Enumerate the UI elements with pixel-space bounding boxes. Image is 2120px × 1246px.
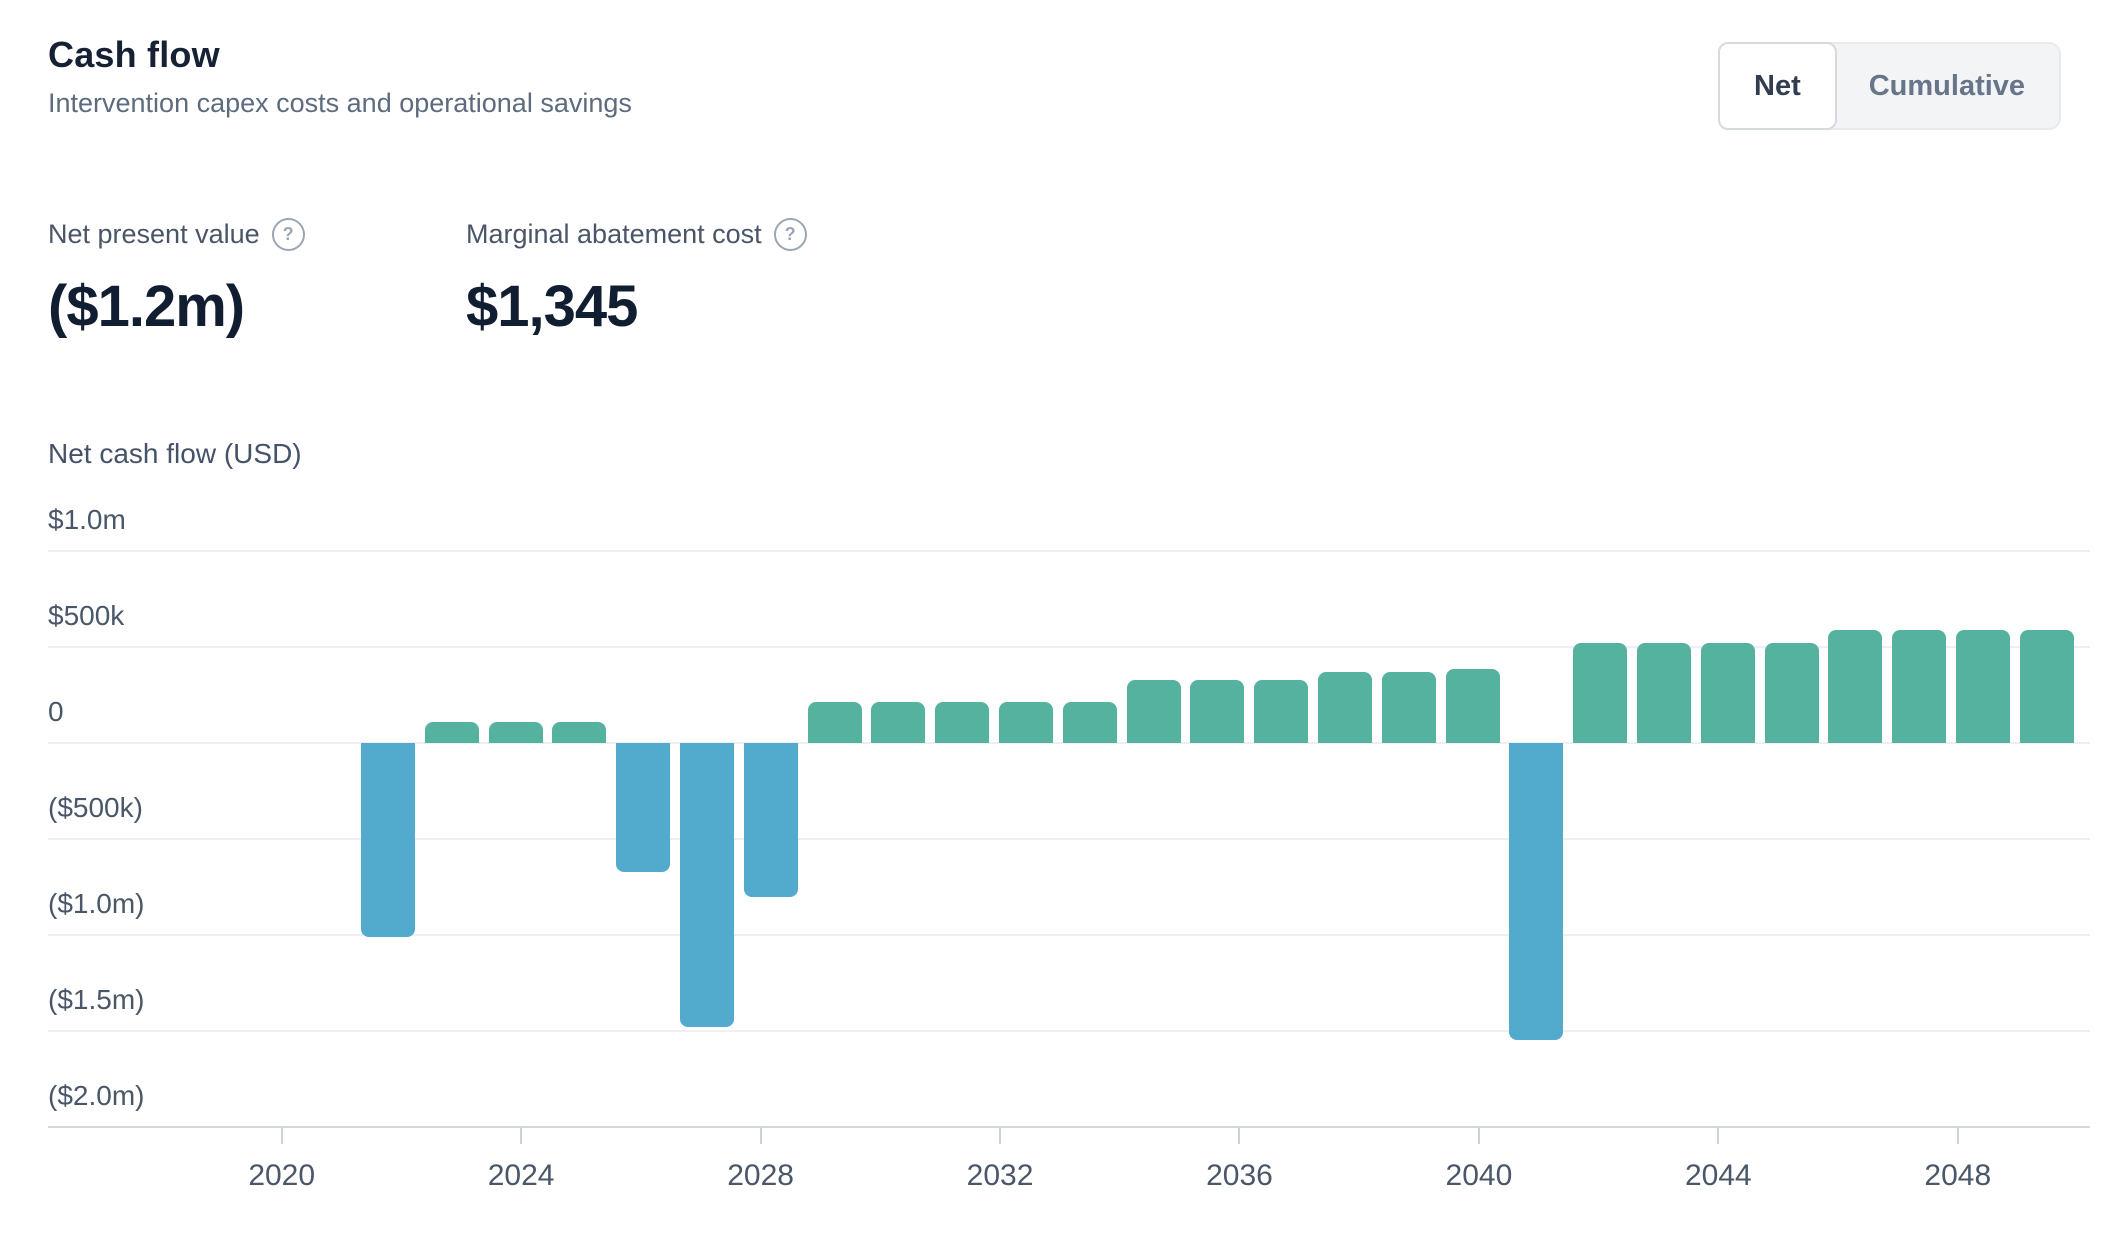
metric-net-present-value: Net present value ? ($1.2m) <box>48 218 305 340</box>
bar-2044[interactable] <box>1764 643 1819 743</box>
help-icon[interactable]: ? <box>271 218 305 251</box>
bar-2047[interactable] <box>1956 629 2010 743</box>
help-icon[interactable]: ? <box>773 218 807 251</box>
bar-2037[interactable] <box>1318 671 1372 743</box>
bar-2028[interactable] <box>743 743 798 897</box>
x-axis-label: 2040 <box>1445 1159 1513 1192</box>
gridline <box>48 646 2090 648</box>
x-axis-label: 2036 <box>1206 1159 1273 1192</box>
x-axis-label: 2048 <box>1924 1159 1992 1192</box>
metric-label-text: Marginal abatement cost <box>466 219 762 249</box>
bar-2048[interactable] <box>2019 629 2074 743</box>
x-axis-label: 2032 <box>966 1159 1034 1192</box>
y-axis-label: ($1.0m) <box>48 888 145 919</box>
gridline <box>48 550 2090 552</box>
gridline <box>48 742 2090 744</box>
y-axis-label: 0 <box>48 696 64 727</box>
y-axis-label: ($500k) <box>48 792 143 823</box>
bar-2045[interactable] <box>1828 629 1883 743</box>
metric-label: Marginal abatement cost ? <box>466 218 807 251</box>
bar-2040[interactable] <box>1509 743 1564 1040</box>
bar-2038[interactable] <box>1381 671 1436 743</box>
bar-2043[interactable] <box>1700 643 1755 743</box>
net-cumulative-toggle: Net Cumulative <box>1718 42 2062 130</box>
bar-2036[interactable] <box>1254 679 1309 743</box>
bar-2042[interactable] <box>1637 643 1691 743</box>
x-axis-tick <box>280 1127 283 1144</box>
chart-y-axis-title: Net cash flow (USD) <box>48 438 302 469</box>
metric-value: $1,345 <box>466 274 638 339</box>
page-subtitle: Intervention capex costs and operational… <box>48 88 632 118</box>
metric-marginal-abatement-cost: Marginal abatement cost ? $1,345 <box>466 218 807 340</box>
bar-2046[interactable] <box>1892 629 1947 743</box>
metric-label-text: Net present value <box>48 219 260 249</box>
y-axis-label: ($1.5m) <box>48 984 145 1015</box>
y-axis-label: $500k <box>48 600 125 631</box>
gridline <box>48 934 2090 936</box>
x-axis-tick <box>759 1127 762 1144</box>
x-axis-tick <box>1238 1127 1241 1144</box>
page-title: Cash flow <box>48 34 220 75</box>
bar-2033[interactable] <box>1062 701 1117 743</box>
x-axis-tick <box>520 1127 523 1144</box>
metric-label: Net present value ? <box>48 218 305 251</box>
x-axis-tick <box>1717 1127 1720 1144</box>
bar-2025[interactable] <box>552 721 607 743</box>
x-axis-label: 2044 <box>1684 1159 1752 1192</box>
x-axis-tick <box>1477 1127 1480 1144</box>
toggle-net-button[interactable]: Net <box>1718 42 1837 130</box>
x-axis-label: 2028 <box>727 1159 794 1192</box>
bar-2029[interactable] <box>807 701 862 743</box>
bar-2030[interactable] <box>871 701 926 743</box>
y-axis-label: ($2.0m) <box>48 1080 145 1111</box>
bar-2024[interactable] <box>488 721 543 743</box>
bar-2023[interactable] <box>424 721 479 743</box>
bar-2027[interactable] <box>680 743 734 1028</box>
gridline <box>48 1126 2090 1128</box>
bar-2039[interactable] <box>1445 669 1500 743</box>
bar-2031[interactable] <box>935 701 990 743</box>
x-axis-tick <box>1956 1127 1959 1144</box>
bar-2035[interactable] <box>1190 679 1245 743</box>
bar-2026[interactable] <box>616 743 671 872</box>
gridline <box>48 1030 2090 1032</box>
bar-2041[interactable] <box>1573 643 1628 743</box>
x-axis-label: 2020 <box>248 1159 316 1192</box>
x-axis-label: 2024 <box>487 1159 555 1192</box>
bar-2022[interactable] <box>361 743 415 937</box>
y-axis-label: $1.0m <box>48 504 126 535</box>
toggle-cumulative-button[interactable]: Cumulative <box>1868 69 2026 102</box>
gridline <box>48 838 2090 840</box>
metric-value: ($1.2m) <box>48 274 245 339</box>
bar-2032[interactable] <box>999 701 1053 743</box>
bar-2034[interactable] <box>1126 679 1181 743</box>
x-axis-tick <box>999 1127 1002 1144</box>
